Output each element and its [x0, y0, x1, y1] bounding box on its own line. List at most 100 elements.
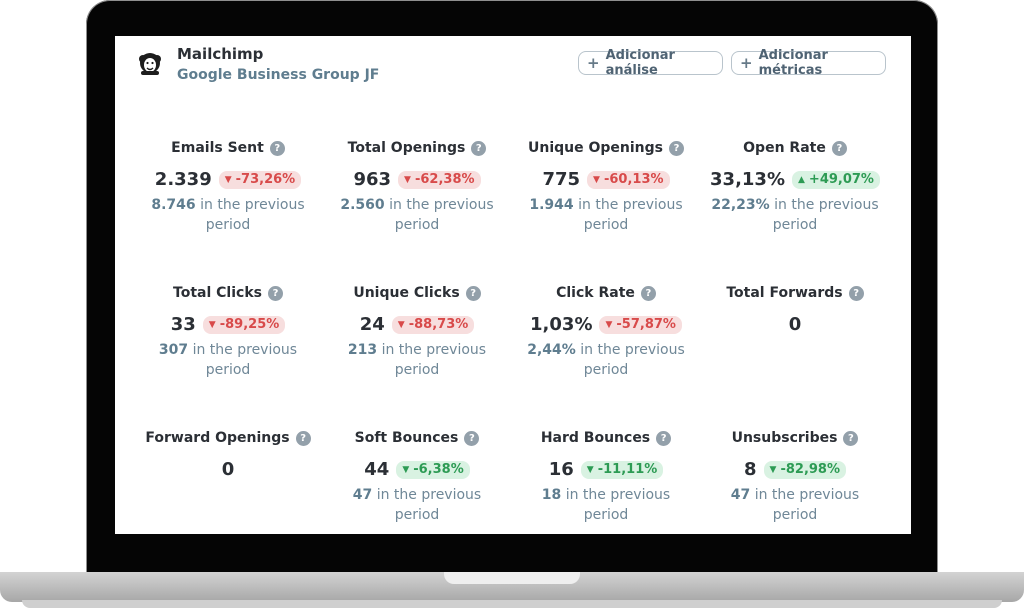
previous-suffix: in the previous: [561, 487, 671, 503]
change-percent: -89,25%: [219, 316, 280, 332]
previous-period-text: 1.944 in the previous period: [511, 195, 701, 235]
previous-value: 213: [347, 342, 378, 358]
previous-value: 22,23%: [711, 197, 770, 213]
help-icon[interactable]: ?: [848, 285, 864, 301]
previous-suffix: in the previous: [769, 197, 879, 213]
previous-period-text: 2,44% in the previous period: [511, 340, 701, 380]
previous-period: period: [394, 507, 440, 523]
change-percent: -6,38%: [413, 461, 464, 477]
down-arrow-icon: ▼: [404, 174, 411, 185]
previous-period: period: [205, 217, 251, 233]
metric-card: Soft Bounces? 44 ▼ -6,38% 47 in the previous…: [322, 430, 512, 525]
previous-value: 47: [352, 487, 373, 503]
down-arrow-icon: ▼: [586, 464, 594, 475]
metric-title-text: Unique Openings: [528, 140, 663, 156]
previous-period: period: [394, 362, 440, 378]
metric-value: 0: [221, 459, 235, 480]
metric-title: Unique Clicks?: [322, 285, 512, 301]
change-percent: -73,26%: [235, 171, 296, 187]
laptop-notch: [444, 572, 580, 584]
metric-title: Emails Sent?: [133, 140, 323, 156]
metric-title: Soft Bounces?: [322, 430, 512, 446]
change-badge: ▲ +49,07%: [792, 170, 880, 189]
previous-suffix: in the previous: [195, 197, 305, 213]
help-icon[interactable]: ?: [464, 430, 480, 446]
metric-value-row: 775 ▼ -60,13%: [511, 169, 701, 190]
metric-card: Unique Clicks? 24 ▼ -88,73% 213 in the previ…: [322, 285, 512, 380]
previous-period-text: 47 in the previous period: [322, 485, 512, 525]
help-icon[interactable]: ?: [269, 140, 285, 156]
metric-title-text: Soft Bounces: [354, 430, 459, 446]
change-badge: ▼ -60,13%: [587, 170, 670, 189]
previous-value: 2,44%: [527, 342, 576, 358]
metric-title: Open Rate?: [700, 140, 890, 156]
metric-value-row: 24 ▼ -88,73%: [322, 314, 512, 335]
previous-suffix: in the previous: [575, 342, 685, 358]
previous-value: 18: [541, 487, 562, 503]
down-arrow-icon: ▼: [769, 464, 777, 475]
down-arrow-icon: ▼: [605, 319, 613, 330]
help-icon[interactable]: ?: [295, 430, 311, 446]
add-metrics-button[interactable]: + Adicionar métricas: [731, 48, 886, 78]
down-arrow-icon: ▼: [397, 319, 405, 330]
metric-value-row: 1,03% ▼ -57,87%: [511, 314, 701, 335]
metric-value-row: 33,13% ▲ +49,07%: [700, 169, 890, 190]
help-icon[interactable]: ?: [471, 140, 487, 156]
change-percent: -88,73%: [408, 316, 469, 332]
app-title: Mailchimp: [177, 45, 264, 63]
previous-period: period: [394, 217, 440, 233]
account-name: Google Business Group JF: [177, 67, 380, 83]
help-icon[interactable]: ?: [465, 285, 481, 301]
change-percent: -62,38%: [414, 171, 475, 187]
metric-value: 775: [542, 169, 581, 190]
change-badge: ▼ -62,38%: [398, 170, 481, 189]
previous-period: period: [583, 217, 629, 233]
metric-title: Unique Openings?: [511, 140, 701, 156]
down-arrow-icon: ▼: [402, 464, 410, 475]
change-percent: -82,98%: [780, 461, 840, 477]
help-icon[interactable]: ?: [640, 285, 656, 301]
metric-card: Unsubscribes? 8 ▼ -82,98% 47 in the previous…: [700, 430, 890, 525]
down-arrow-icon: ▼: [224, 174, 232, 185]
metric-value: 963: [353, 169, 392, 190]
metric-title: Hard Bounces?: [511, 430, 701, 446]
metric-value-row: 963 ▼ -62,38%: [322, 169, 512, 190]
metric-value: 8: [744, 459, 757, 480]
metric-value: 16: [548, 459, 574, 480]
add-analysis-button[interactable]: + Adicionar análise: [578, 48, 723, 78]
plus-icon: +: [587, 53, 600, 72]
metric-title-text: Hard Bounces: [540, 430, 651, 446]
metric-title: Total Forwards?: [700, 285, 890, 301]
metric-value: 2.339: [154, 169, 212, 190]
metric-card: Forward Openings? 0: [133, 430, 323, 480]
previous-period: period: [772, 507, 818, 523]
up-arrow-icon: ▲: [798, 174, 805, 185]
metric-title-text: Click Rate: [556, 285, 635, 301]
add-analysis-label: Adicionar análise: [605, 48, 675, 78]
metric-title-text: Total Clicks: [173, 285, 262, 301]
change-badge: ▼ -6,38%: [396, 460, 470, 479]
previous-suffix: in the previous: [188, 342, 298, 358]
metric-title-text: Open Rate: [743, 140, 826, 156]
metric-value: 1,03%: [530, 314, 593, 335]
previous-period-text: 8.746 in the previous period: [133, 195, 323, 235]
help-icon[interactable]: ?: [656, 430, 672, 446]
metric-card: Open Rate? 33,13% ▲ +49,07% 22,23% in the pr…: [700, 140, 890, 235]
help-icon[interactable]: ?: [267, 285, 283, 301]
change-badge: ▼ -57,87%: [599, 315, 682, 334]
help-icon[interactable]: ?: [669, 140, 684, 156]
change-badge: ▼ -11,11%: [580, 460, 664, 479]
metric-card: Hard Bounces? 16 ▼ -11,11% 18 in the previou…: [511, 430, 701, 525]
metric-value: 44: [364, 459, 390, 480]
previous-period-text: 47 in the previous period: [700, 485, 890, 525]
change-badge: ▼ -89,25%: [202, 315, 286, 334]
down-arrow-icon: ▼: [593, 174, 600, 185]
dashboard-header: Mailchimp Google Business Group JF + Adi…: [115, 36, 911, 116]
previous-suffix: in the previous: [750, 487, 860, 503]
metric-value: 0: [788, 314, 802, 335]
previous-suffix: in the previous: [377, 342, 487, 358]
help-icon[interactable]: ?: [843, 430, 859, 446]
previous-period-text: 18 in the previous period: [511, 485, 701, 525]
help-icon[interactable]: ?: [831, 140, 847, 156]
metric-title-text: Total Forwards: [726, 285, 843, 301]
